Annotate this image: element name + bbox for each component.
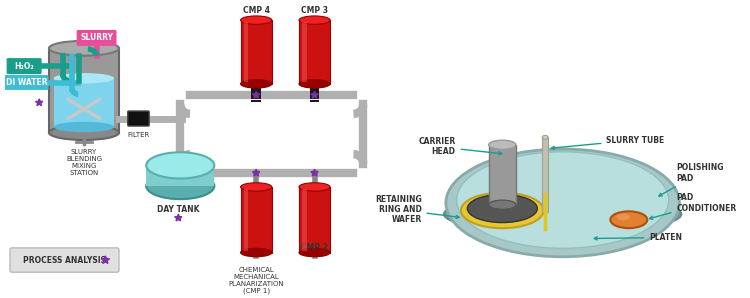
Bar bbox=[251, 205, 261, 208]
Ellipse shape bbox=[457, 152, 669, 248]
Ellipse shape bbox=[299, 248, 330, 257]
Bar bbox=[310, 231, 320, 234]
Ellipse shape bbox=[446, 149, 680, 257]
Bar bbox=[310, 97, 320, 99]
Ellipse shape bbox=[146, 152, 214, 179]
Text: CMP 3: CMP 3 bbox=[301, 5, 328, 15]
Bar bbox=[251, 201, 261, 204]
Text: PLATEN: PLATEN bbox=[594, 233, 682, 242]
Bar bbox=[302, 22, 307, 82]
Ellipse shape bbox=[241, 80, 272, 88]
Ellipse shape bbox=[241, 248, 272, 257]
Polygon shape bbox=[35, 99, 43, 105]
Text: H₂O₂: H₂O₂ bbox=[13, 62, 34, 71]
Text: DI WATER: DI WATER bbox=[6, 78, 47, 87]
Bar bbox=[251, 226, 261, 229]
Bar bbox=[310, 91, 320, 94]
Bar bbox=[310, 205, 320, 208]
Ellipse shape bbox=[299, 80, 330, 88]
Text: CMP 4: CMP 4 bbox=[243, 5, 270, 15]
Bar bbox=[251, 231, 261, 234]
Text: POLISHING
PAD: POLISHING PAD bbox=[658, 163, 724, 196]
Text: PROCESS ANALYSIS: PROCESS ANALYSIS bbox=[22, 256, 106, 265]
Polygon shape bbox=[310, 91, 318, 98]
Polygon shape bbox=[253, 91, 260, 98]
Bar bbox=[251, 95, 261, 98]
Ellipse shape bbox=[542, 135, 548, 139]
Polygon shape bbox=[101, 256, 109, 263]
Bar bbox=[542, 137, 548, 212]
FancyBboxPatch shape bbox=[10, 248, 119, 272]
Text: PAD
CONDITIONER: PAD CONDITIONER bbox=[650, 193, 736, 219]
Text: DAY TANK: DAY TANK bbox=[157, 205, 200, 214]
Bar bbox=[244, 189, 248, 251]
Ellipse shape bbox=[49, 125, 119, 140]
Ellipse shape bbox=[241, 183, 272, 191]
Bar bbox=[251, 209, 261, 212]
Text: FILTER: FILTER bbox=[128, 132, 149, 138]
Ellipse shape bbox=[299, 16, 330, 24]
Ellipse shape bbox=[610, 211, 647, 228]
Bar bbox=[251, 88, 261, 91]
FancyBboxPatch shape bbox=[4, 75, 49, 90]
Bar bbox=[251, 100, 261, 103]
Bar bbox=[310, 95, 320, 98]
Ellipse shape bbox=[54, 73, 114, 83]
Polygon shape bbox=[253, 169, 260, 176]
Ellipse shape bbox=[299, 183, 330, 191]
Ellipse shape bbox=[241, 16, 272, 24]
Bar bbox=[310, 88, 320, 91]
Bar bbox=[49, 48, 119, 133]
Bar bbox=[299, 187, 330, 252]
Bar bbox=[310, 226, 320, 229]
Bar bbox=[241, 187, 272, 252]
Ellipse shape bbox=[461, 193, 544, 228]
Bar bbox=[251, 222, 261, 225]
Bar bbox=[241, 20, 272, 84]
Bar bbox=[310, 100, 320, 103]
Bar bbox=[302, 189, 307, 251]
Ellipse shape bbox=[467, 194, 537, 223]
Bar bbox=[310, 201, 320, 204]
Text: CARRIER
HEAD: CARRIER HEAD bbox=[419, 137, 502, 156]
Ellipse shape bbox=[49, 41, 119, 56]
Text: RETAINING
RING AND
WAFER: RETAINING RING AND WAFER bbox=[375, 195, 459, 224]
Bar bbox=[146, 165, 214, 186]
Bar bbox=[310, 92, 320, 95]
Polygon shape bbox=[310, 169, 318, 176]
Ellipse shape bbox=[444, 195, 681, 233]
Ellipse shape bbox=[489, 140, 516, 149]
Bar bbox=[489, 145, 516, 205]
FancyBboxPatch shape bbox=[128, 111, 149, 126]
Bar bbox=[54, 78, 114, 127]
FancyBboxPatch shape bbox=[7, 58, 42, 74]
Text: SLURRY
BLENDING
MIXING
STATION: SLURRY BLENDING MIXING STATION bbox=[66, 150, 102, 176]
Bar bbox=[310, 222, 320, 225]
Ellipse shape bbox=[146, 173, 214, 199]
Text: CMP 2: CMP 2 bbox=[301, 243, 328, 252]
Bar bbox=[251, 91, 261, 94]
Bar bbox=[310, 209, 320, 212]
Bar bbox=[244, 22, 248, 82]
Polygon shape bbox=[175, 214, 182, 221]
Bar bbox=[251, 97, 261, 99]
Ellipse shape bbox=[616, 214, 630, 220]
Text: SLURRY TUBE: SLURRY TUBE bbox=[551, 136, 664, 149]
Text: CHEMICAL
MECHANICAL
PLANARIZATION
(CMP 1): CHEMICAL MECHANICAL PLANARIZATION (CMP 1… bbox=[228, 267, 284, 294]
Text: SLURRY: SLURRY bbox=[80, 33, 113, 42]
Ellipse shape bbox=[489, 200, 516, 209]
FancyBboxPatch shape bbox=[76, 30, 116, 46]
Bar bbox=[299, 20, 330, 84]
Bar bbox=[251, 92, 261, 95]
Ellipse shape bbox=[54, 122, 114, 132]
